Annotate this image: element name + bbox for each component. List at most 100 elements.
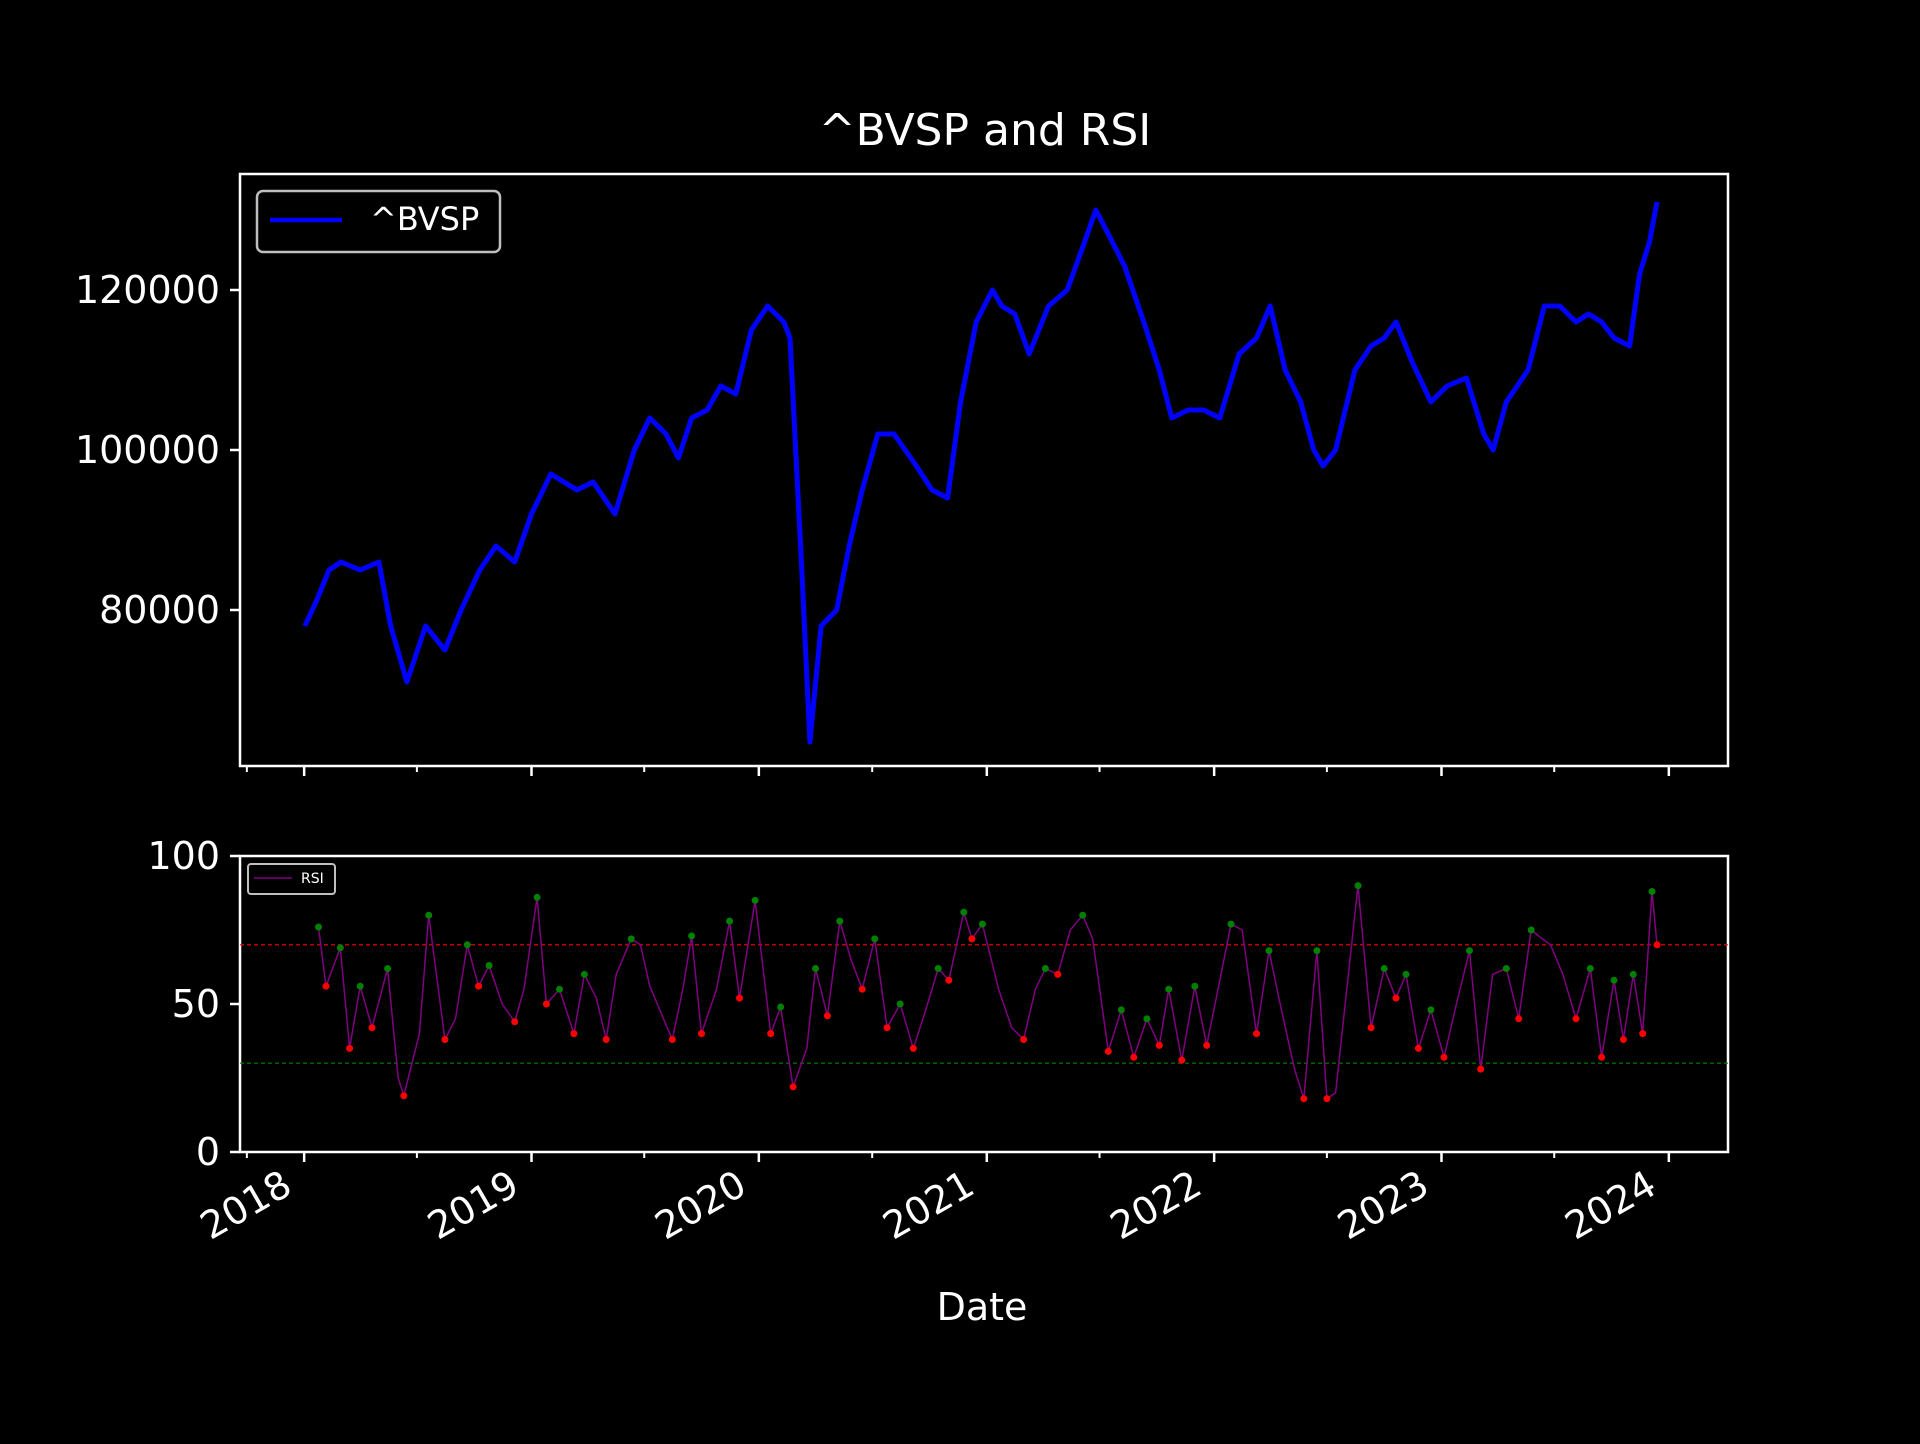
rsi-trough-marker — [441, 1036, 449, 1043]
price-series-line — [302, 201, 1660, 745]
rsi-y-tick-label: 50 — [172, 982, 220, 1026]
rsi-peak-marker — [1502, 965, 1510, 972]
rsi-peak-marker — [1143, 1015, 1151, 1023]
rsi-trough-marker — [1367, 1024, 1375, 1032]
rsi-peak-marker — [1380, 965, 1388, 972]
rsi-trough-marker — [909, 1044, 917, 1052]
rsi-peak-marker — [1586, 965, 1594, 972]
rsi-peak-marker — [978, 920, 986, 928]
rsi-peak-marker — [1354, 882, 1362, 890]
rsi-trough-marker — [1020, 1036, 1028, 1043]
rsi-peak-marker — [688, 932, 696, 940]
rsi-legend-box — [247, 863, 336, 895]
rsi-trough-marker — [1598, 1053, 1606, 1061]
rsi-peak-marker — [1265, 947, 1273, 955]
rsi-trough-marker — [400, 1092, 408, 1100]
rsi-trough-marker — [1300, 1095, 1308, 1103]
rsi-trough-marker — [1414, 1044, 1422, 1052]
rsi-peak-marker — [960, 908, 968, 916]
rsi-trough-marker — [511, 1018, 519, 1026]
rsi-trough-marker — [789, 1083, 797, 1091]
rsi-peak-marker — [533, 893, 541, 901]
chart-title: ^BVSP and RSI — [819, 105, 1152, 156]
x-axis-label: Date — [937, 1285, 1028, 1329]
price-y-tick-label: 80000 — [99, 588, 220, 632]
rsi-trough-marker — [542, 1000, 550, 1008]
price-plot-area — [238, 172, 1730, 768]
rsi-trough-marker — [1619, 1036, 1627, 1043]
rsi-trough-marker — [858, 985, 866, 993]
rsi-trough-marker — [767, 1030, 775, 1038]
rsi-peak-marker — [777, 1003, 785, 1011]
rsi-peak-marker — [1041, 965, 1049, 972]
rsi-trough-marker — [968, 935, 976, 943]
rsi-peak-marker — [1079, 911, 1087, 919]
price-legend: ^BVSP — [255, 189, 502, 254]
rsi-trough-marker — [1515, 1015, 1523, 1023]
price-y-axis: 80000 100000 120000 — [75, 268, 240, 632]
price-y-tick-label: 120000 — [75, 268, 220, 312]
rsi-legend-label: RSI — [301, 871, 324, 887]
rsi-peak-marker — [1191, 982, 1199, 990]
rsi-peak-marker — [1610, 976, 1618, 984]
rsi-trough-marker — [1639, 1030, 1647, 1038]
rsi-trough-marker — [1653, 941, 1661, 949]
rsi-markers-layer — [315, 882, 1661, 1103]
rsi-trough-marker — [668, 1036, 676, 1043]
rsi-trough-marker — [1104, 1047, 1112, 1055]
rsi-y-tick-label: 0 — [196, 1130, 220, 1174]
rsi-peak-marker — [1527, 926, 1535, 934]
rsi-peak-marker — [1165, 985, 1173, 993]
rsi-plot-area — [238, 854, 1730, 1154]
rsi-peak-marker — [556, 985, 563, 993]
rsi-peak-marker — [812, 965, 819, 972]
rsi-trough-marker — [322, 982, 330, 990]
rsi-peak-marker — [1466, 947, 1473, 955]
price-panel: 80000 100000 120000 ^BVSP — [75, 172, 1730, 776]
rsi-trough-marker — [945, 976, 953, 984]
rsi-peak-marker — [934, 965, 942, 972]
rsi-peak-marker — [356, 982, 364, 990]
rsi-trough-marker — [346, 1044, 354, 1052]
rsi-trough-marker — [883, 1024, 891, 1032]
rsi-trough-marker — [1392, 994, 1400, 1002]
price-legend-box — [255, 189, 502, 254]
price-legend-label: ^BVSP — [370, 200, 479, 238]
rsi-peak-marker — [485, 962, 493, 969]
rsi-trough-marker — [1130, 1053, 1138, 1061]
rsi-peak-marker — [425, 911, 433, 919]
rsi-y-tick-label: 100 — [147, 834, 220, 878]
price-y-tick-label: 100000 — [75, 428, 220, 472]
rsi-trough-marker — [1054, 970, 1062, 978]
rsi-peak-marker — [315, 923, 322, 931]
rsi-peak-marker — [1648, 888, 1656, 895]
rsi-peak-marker — [726, 917, 734, 925]
rsi-peak-marker — [871, 935, 879, 943]
rsi-peak-marker — [580, 970, 588, 978]
price-series-layer — [302, 201, 1660, 745]
rsi-trough-marker — [1323, 1095, 1331, 1103]
rsi-peak-marker — [836, 917, 844, 925]
rsi-trough-marker — [1155, 1041, 1163, 1049]
rsi-peak-marker — [896, 1000, 904, 1008]
rsi-peak-marker — [627, 935, 635, 943]
rsi-peak-marker — [1117, 1006, 1125, 1014]
rsi-trough-marker — [1203, 1041, 1211, 1049]
rsi-peak-marker — [1402, 970, 1410, 978]
rsi-trough-marker — [368, 1024, 376, 1032]
rsi-trough-marker — [1440, 1053, 1448, 1061]
rsi-peak-marker — [1427, 1006, 1435, 1014]
rsi-peak-marker — [1629, 970, 1637, 978]
rsi-y-axis: 0 50 100 — [147, 834, 240, 1174]
rsi-trough-marker — [823, 1012, 831, 1020]
rsi-trough-marker — [1178, 1056, 1186, 1064]
rsi-legend: RSI — [247, 863, 336, 895]
rsi-trough-marker — [1572, 1015, 1580, 1023]
rsi-peak-marker — [1227, 920, 1235, 928]
rsi-trough-marker — [1253, 1030, 1260, 1038]
rsi-trough-marker — [698, 1030, 705, 1038]
rsi-trough-marker — [1477, 1065, 1485, 1073]
rsi-peak-marker — [1313, 947, 1321, 955]
